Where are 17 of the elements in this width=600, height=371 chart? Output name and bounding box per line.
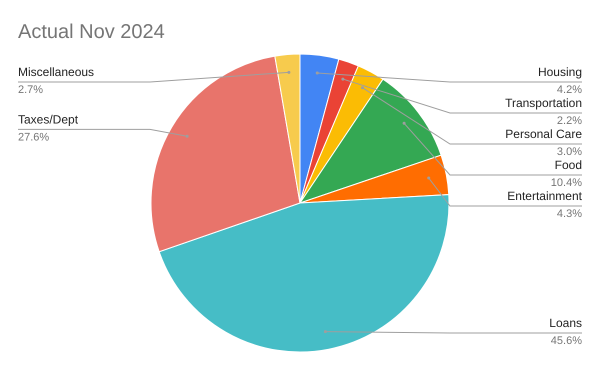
data-label: 45.6% [550, 335, 582, 347]
chart-title: Actual Nov 2024 [18, 21, 165, 43]
slice-label: Taxes/Dept [18, 112, 79, 126]
data-label: 2.2% [556, 115, 582, 127]
data-label: 10.4% [550, 177, 582, 189]
data-label: 4.3% [556, 208, 582, 220]
data-label: 27.6% [18, 131, 50, 144]
slice-label: Housing [538, 65, 582, 79]
slice-label: Loans [549, 316, 582, 330]
data-label: 4.2% [556, 84, 582, 96]
data-label: 2.7% [18, 84, 44, 96]
slice-label: Food [554, 158, 582, 172]
slice-label: Personal Care [505, 127, 582, 141]
slice-label: Entertainment [507, 189, 583, 203]
slice-label: Miscellaneous [18, 65, 94, 79]
slice-label: Transportation [505, 96, 582, 110]
data-label: 3.0% [556, 146, 582, 158]
